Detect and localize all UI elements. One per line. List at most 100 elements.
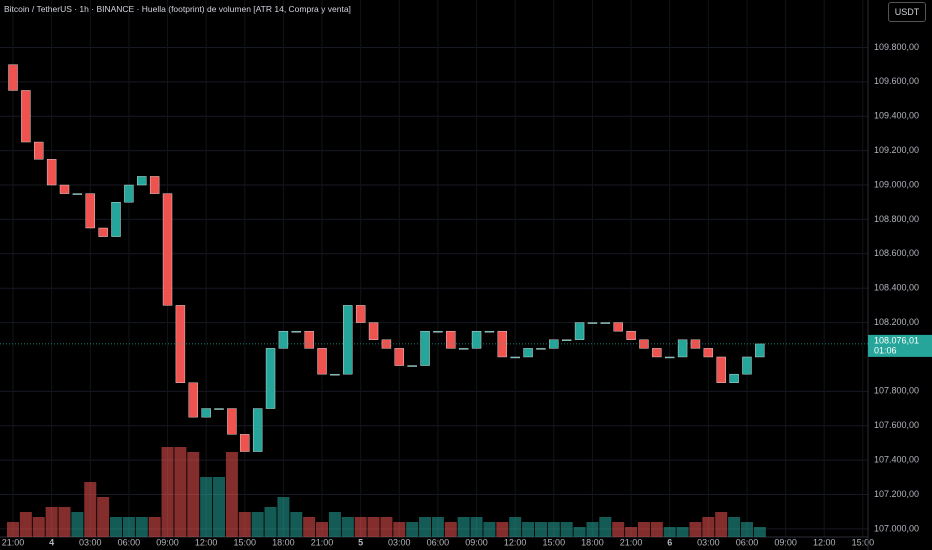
volume-bar — [277, 497, 290, 537]
y-tick-label: 109.000,00 — [874, 179, 919, 189]
candle-body — [343, 305, 353, 375]
volume-bar — [251, 512, 264, 537]
volume-bar — [32, 517, 45, 537]
candle-body — [59, 184, 70, 194]
candle-body — [484, 330, 495, 333]
candle-body — [304, 330, 314, 349]
volume-bar — [200, 477, 213, 537]
volume-bar — [547, 522, 560, 537]
candle-body — [252, 408, 263, 452]
x-tick-label: 6 — [667, 537, 672, 547]
volume-bar — [174, 447, 187, 537]
candle-body — [98, 227, 108, 237]
candle-body — [265, 348, 276, 409]
candle-body — [665, 356, 675, 359]
volume-bar — [689, 522, 702, 537]
volume-bar — [431, 517, 444, 537]
candle-body — [201, 408, 211, 418]
volume-bar — [483, 522, 496, 537]
candle-body — [137, 176, 147, 186]
x-tick-label: 09:00 — [774, 537, 797, 547]
volume-bar — [573, 527, 586, 537]
volume-bar — [19, 512, 32, 537]
x-tick-label: 06:00 — [118, 537, 141, 547]
volume-bar — [715, 512, 728, 537]
candle-body — [278, 330, 289, 349]
volume-bar — [187, 452, 200, 537]
volume-bar — [341, 517, 354, 537]
volume-bar — [148, 517, 161, 537]
volume-bar — [238, 512, 251, 537]
x-tick-label: 4 — [49, 537, 54, 547]
candle-body — [162, 193, 173, 306]
x-tick-label: 15:00 — [234, 537, 257, 547]
volume-bar — [367, 517, 380, 537]
x-tick-label: 15:00 — [543, 537, 566, 547]
x-tick-label: 18:00 — [272, 537, 295, 547]
y-tick-label: 107.200,00 — [874, 489, 919, 499]
candle-body — [21, 90, 31, 143]
volume-bar — [586, 522, 599, 537]
x-tick-label: 09:00 — [465, 537, 488, 547]
volume-bar — [406, 522, 419, 537]
volume-bar — [7, 522, 20, 537]
candle-body — [317, 348, 327, 375]
x-tick-label: 15:00 — [852, 537, 875, 547]
volume-bar — [354, 517, 367, 537]
volume-bar — [457, 517, 470, 537]
candle-body — [600, 322, 611, 324]
candle-body — [574, 322, 585, 340]
y-tick-label: 109.800,00 — [874, 42, 919, 52]
volume-bar — [122, 517, 135, 537]
candle-body — [111, 202, 121, 237]
candle-body — [381, 339, 392, 349]
x-tick-label: 06:00 — [427, 537, 450, 547]
x-tick-label: 03:00 — [79, 537, 102, 547]
candle-body — [497, 330, 508, 358]
x-tick-label: 12:00 — [195, 537, 218, 547]
volume-bar — [97, 497, 110, 537]
volume-bar — [650, 522, 663, 537]
candle-body — [433, 330, 443, 333]
y-tick-label: 107.000,00 — [874, 523, 919, 533]
x-tick-label: 18:00 — [581, 537, 604, 547]
volume-bar — [393, 522, 406, 537]
candle-body — [690, 339, 701, 349]
candle-body — [561, 339, 572, 341]
volume-bar — [264, 507, 277, 537]
x-tick-label: 12:00 — [504, 537, 527, 547]
volume-bar — [637, 522, 650, 537]
y-tick-label: 108.600,00 — [874, 248, 919, 258]
volume-bar — [419, 517, 432, 537]
candle-body — [214, 408, 224, 410]
volume-bar — [663, 527, 676, 537]
volume-bar — [71, 512, 84, 537]
y-tick-label: 109.600,00 — [874, 76, 919, 86]
candle-body — [446, 330, 456, 349]
volume-bar — [676, 527, 689, 537]
y-tick-label: 109.200,00 — [874, 145, 919, 155]
volume-bar — [135, 517, 148, 537]
candle-body — [716, 356, 726, 383]
candle-body — [729, 373, 739, 383]
candle-body — [355, 305, 366, 323]
y-tick-label: 108.200,00 — [874, 317, 919, 327]
volume-bar — [534, 522, 547, 537]
last-price-label: 108.076,01 — [874, 335, 919, 345]
candle-body — [85, 193, 95, 229]
volume-bar — [444, 522, 457, 537]
candle-body — [34, 141, 44, 160]
candle-body — [394, 348, 404, 366]
y-tick-label: 108.800,00 — [874, 214, 919, 224]
volume-bar — [328, 512, 341, 537]
y-tick-label: 107.800,00 — [874, 386, 919, 396]
candle-body — [188, 382, 198, 418]
currency-button[interactable]: USDT — [888, 2, 926, 22]
volume-bar — [470, 517, 483, 537]
candle-body — [613, 322, 623, 332]
candle-body — [368, 322, 379, 340]
candle-body — [587, 322, 598, 324]
volume-bar — [225, 452, 238, 537]
